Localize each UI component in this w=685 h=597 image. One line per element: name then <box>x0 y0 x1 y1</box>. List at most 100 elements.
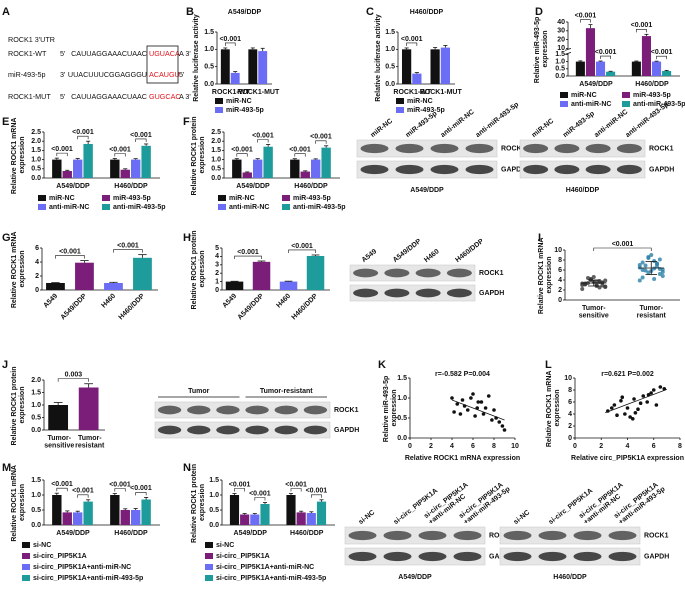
data-point <box>637 263 642 267</box>
data-point <box>483 406 488 410</box>
y-tick-label: 3 <box>215 262 219 269</box>
data-point <box>450 396 454 400</box>
blot-band <box>353 288 379 298</box>
significance-bracket <box>234 488 245 492</box>
significance-bracket <box>311 494 322 498</box>
x-tick-label: H460/DDP <box>290 530 324 537</box>
legend-label: miR-NC <box>407 98 433 105</box>
y-tick-label: 40 <box>557 19 565 26</box>
significance-label: <0.001 <box>51 481 73 488</box>
site-box <box>146 45 179 84</box>
data-point <box>643 263 648 268</box>
trend-line <box>451 399 505 421</box>
text-line: Relative ROCK1 mRNA <box>538 236 545 314</box>
utr-title: ROCK1 3'UTR <box>8 35 55 44</box>
y-axis-label: Relative miR-493-5p expression <box>383 374 398 442</box>
y-tick-label: 0 <box>568 435 572 442</box>
bar <box>306 513 316 525</box>
bar <box>290 159 300 178</box>
blot-band <box>274 405 298 415</box>
blot-band <box>573 530 602 541</box>
y-tick-label: 0.0 <box>209 522 219 529</box>
x-tick-label: H460/DDP <box>635 81 669 88</box>
panel-letter: H <box>183 232 191 244</box>
blot-band <box>503 530 532 541</box>
blot-band <box>453 551 482 562</box>
blot-band <box>383 551 412 562</box>
legend-label: miR-NC <box>49 195 75 202</box>
blot-band <box>384 288 410 298</box>
bar <box>232 159 242 178</box>
legend-swatch <box>282 195 290 201</box>
bar <box>131 159 141 178</box>
blot-band <box>395 164 424 175</box>
blot-band <box>395 143 424 154</box>
y-axis-label: Relative ROCK1 protein expression <box>11 365 26 446</box>
legend-swatch <box>102 195 110 201</box>
data-point <box>471 392 475 396</box>
y-tick-label: 1.0 <box>397 395 407 402</box>
x-axis-label: Relative ROCK1 mRNA expression <box>405 455 520 462</box>
y-tick-label: 0.5 <box>31 414 41 421</box>
bar <box>120 510 130 525</box>
bar <box>52 159 62 178</box>
text-line: expression <box>19 484 26 521</box>
blot-band <box>415 268 441 278</box>
bar <box>120 169 130 178</box>
bar <box>141 499 151 525</box>
data-point <box>637 278 642 283</box>
blot-band <box>453 530 482 541</box>
blot-band <box>585 143 611 154</box>
data-point <box>632 397 636 401</box>
blot-band <box>573 551 602 562</box>
text-line: Relative ROCK1 protein <box>191 462 198 543</box>
y-tick-label: 2.5 <box>31 129 41 136</box>
legend-label: si-circ_PIP5K1A <box>216 553 270 560</box>
bar <box>596 61 606 76</box>
legend-label: miR-493-5p <box>113 195 151 202</box>
blot-strip <box>344 526 486 545</box>
y-tick-label: 1.0 <box>555 58 565 65</box>
y-axis-label: Relative luciferase activity <box>193 14 200 102</box>
bar <box>110 495 120 525</box>
bar <box>412 73 422 84</box>
blot-band <box>353 268 379 278</box>
band-label: ROCK1 <box>479 270 504 277</box>
blot-strip <box>356 139 498 158</box>
significance-bracket <box>290 488 302 492</box>
significance-label: <0.001 <box>575 12 597 19</box>
x-tick-label: H460/DDP <box>114 530 148 537</box>
significance-label: <0.001 <box>631 22 653 29</box>
lane-label: miR-493-5p <box>405 110 439 139</box>
y-tick-label: 1.0 <box>204 46 214 53</box>
y-tick-label: 0.0 <box>31 522 41 529</box>
text-line: expression <box>391 390 398 427</box>
y-tick-label: 0.5 <box>385 64 395 71</box>
data-point <box>612 403 617 407</box>
data-point <box>465 408 470 412</box>
bar <box>78 387 99 430</box>
x-tick-label: H460 <box>100 293 117 310</box>
legend-swatch <box>205 553 213 559</box>
y-tick-label: 6 <box>35 245 39 252</box>
significance-label: <0.001 <box>109 481 131 488</box>
correlation-label: r=0.621 P=0.002 <box>601 371 654 378</box>
blot-strip <box>349 284 476 302</box>
blot-band <box>608 530 637 541</box>
bar <box>306 255 325 290</box>
legend-swatch <box>560 92 568 98</box>
x-tick-label: H460/DDP <box>291 293 320 322</box>
data-point <box>603 278 608 283</box>
legend-swatch <box>205 564 213 570</box>
binding-site: UGUACA <box>149 49 180 58</box>
bar <box>248 49 258 84</box>
y-tick-label: 1.0 <box>211 156 221 163</box>
x-tick-label: Tumor-sensitive <box>44 435 74 450</box>
data-point <box>660 270 665 274</box>
x-axis-label: Relative circ_PIP5K1A expression <box>571 455 684 462</box>
text-line: Relative ROCK1 mRNA <box>11 116 18 194</box>
significance-bracket <box>236 153 248 157</box>
data-point <box>652 259 657 263</box>
y-tick-label: 1.0 <box>209 492 219 499</box>
y-tick-label: 20 <box>557 36 565 43</box>
